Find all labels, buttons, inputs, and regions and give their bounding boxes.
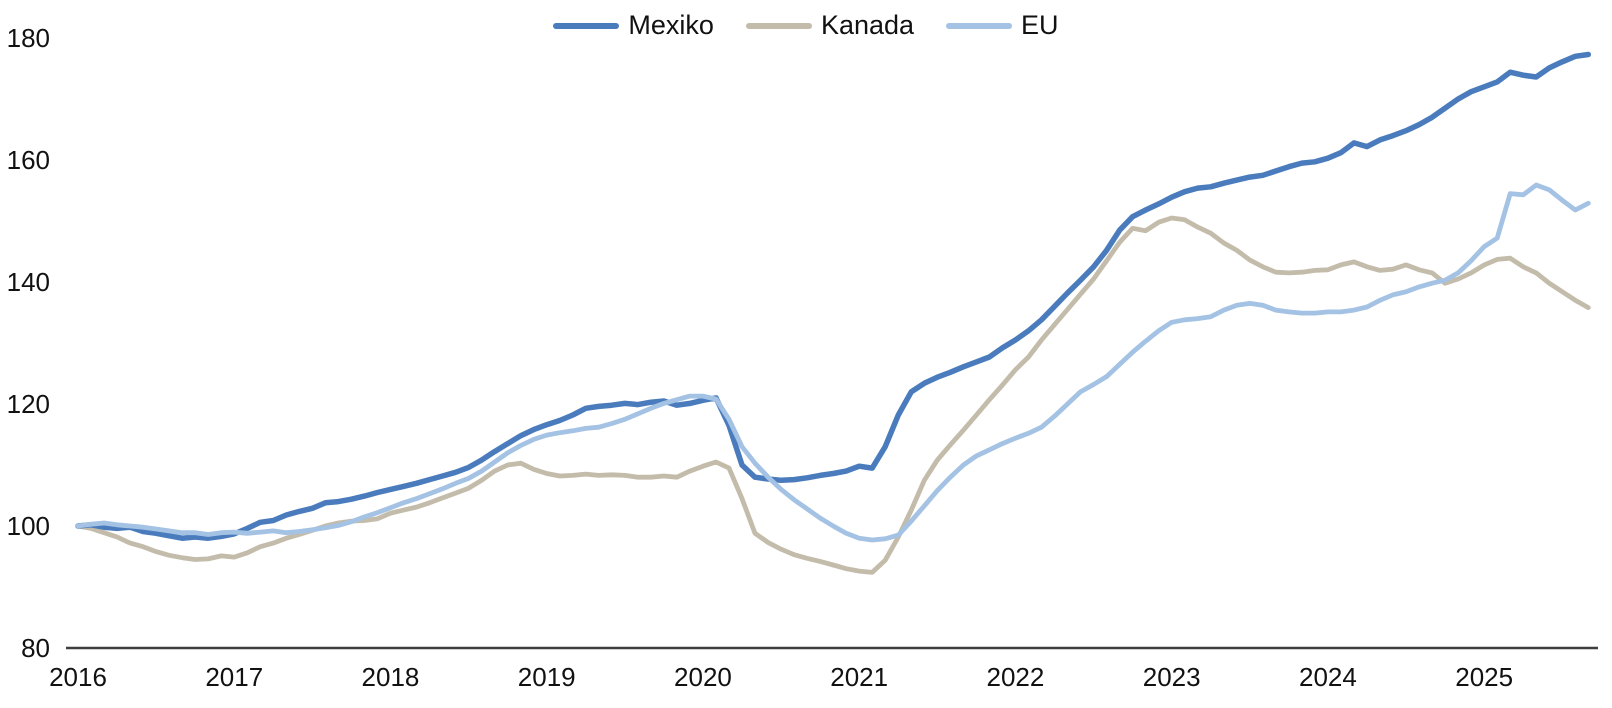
legend-label: Mexiko [628,10,714,40]
x-tick-label: 2024 [1299,662,1357,692]
x-tick-label: 2022 [987,662,1045,692]
series-line-mexiko [75,51,1592,541]
y-tick-label: 160 [7,145,50,175]
legend-label: EU [1021,10,1059,40]
legend-line-swatch [946,22,1013,29]
x-tick-label: 2023 [1143,662,1201,692]
legend-item-mexiko: Mexiko [553,10,714,41]
legend-line-swatch [745,22,812,29]
legend-item-eu: EU [946,10,1059,41]
x-tick-label: 2021 [830,662,888,692]
x-tick-label: 2016 [49,662,107,692]
legend-label: Kanada [820,10,915,40]
y-tick-label: 180 [7,23,50,53]
series-line-kanada [75,215,1591,575]
x-tick-label: 2019 [518,662,576,692]
y-tick-label: 120 [7,389,50,419]
series-line-eu [75,182,1591,543]
x-tick-label: 2020 [674,662,732,692]
y-tick-label: 80 [21,633,50,663]
legend-line-swatch [553,22,620,29]
y-tick-label: 100 [7,511,50,541]
x-tick-label: 2017 [205,662,263,692]
x-tick-label: 2018 [362,662,420,692]
legend-item-kanada: Kanada [745,10,915,41]
y-tick-label: 140 [7,267,50,297]
chart-legend: Mexiko Kanada EU [0,10,1612,41]
x-tick-label: 2025 [1455,662,1513,692]
